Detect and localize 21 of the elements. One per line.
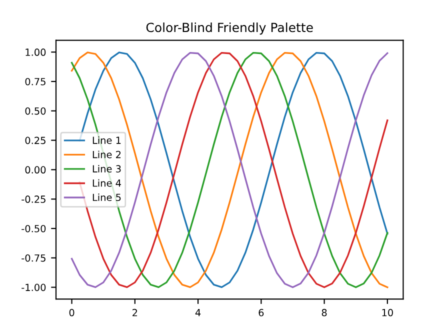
y-tick-label: 0.50 xyxy=(25,107,46,115)
x-tick-label: 4 xyxy=(195,309,201,316)
y-tick-label: 0.75 xyxy=(25,78,46,86)
y-tick-label: -1.00 xyxy=(22,284,46,292)
y-tick-label: -0.50 xyxy=(22,224,46,232)
y-tick-label: 1.00 xyxy=(26,48,46,56)
x-tick-label: 10 xyxy=(382,308,393,316)
legend-label: Line 3 xyxy=(92,164,121,172)
x-tick-label: 6 xyxy=(258,308,264,316)
x-tick-label: 0 xyxy=(69,308,74,316)
x-tick-label: 8 xyxy=(322,308,327,316)
y-tick-label: 0.00 xyxy=(25,166,46,174)
y-tick-label: -0.25 xyxy=(22,196,46,203)
legend-label: Line 5 xyxy=(92,194,121,202)
y-tick-label: 0.25 xyxy=(25,136,46,144)
y-tick-label: -0.75 xyxy=(22,254,46,262)
legend-label: Line 2 xyxy=(92,150,121,158)
chart-title: Color-Blind Friendly Palette xyxy=(146,22,313,35)
legend-label: Line 1 xyxy=(92,136,121,144)
x-tick-label: 2 xyxy=(132,308,138,316)
legend-label: Line 4 xyxy=(92,179,121,187)
